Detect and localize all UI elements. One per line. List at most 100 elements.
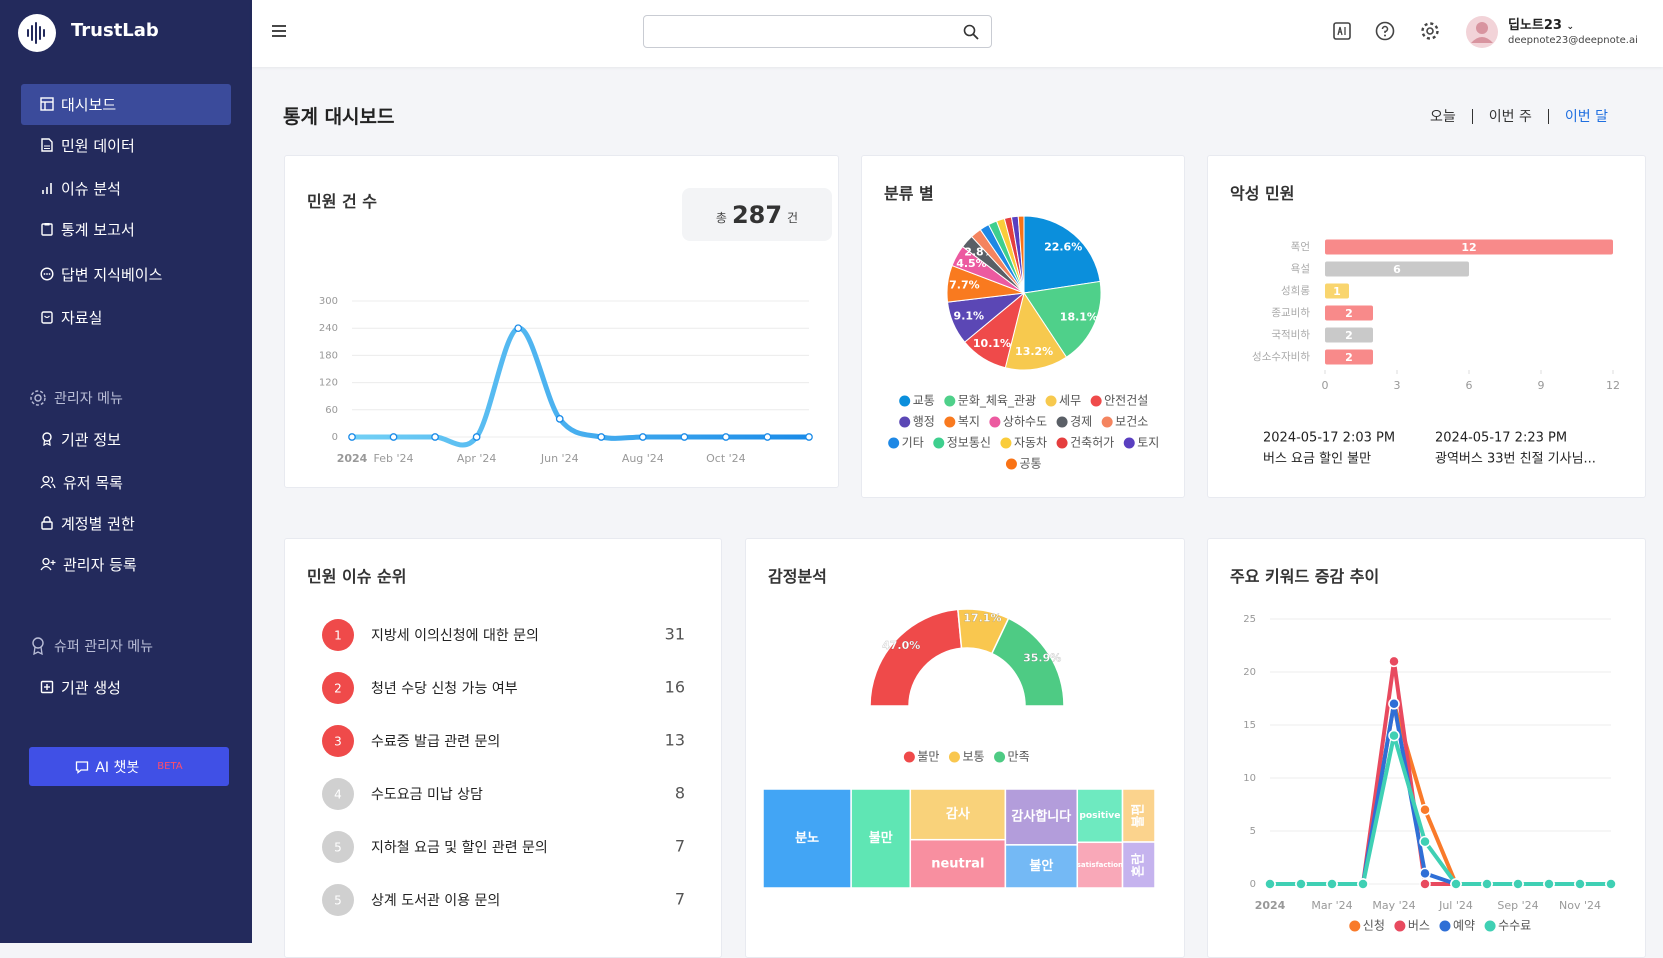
icon <box>76 760 89 774</box>
user-name[interactable]: 딥노트23 ⌄ <box>1508 18 1575 33</box>
legend-item: 예약 <box>1439 918 1475 933</box>
x-tick-label: 3 <box>1394 379 1401 392</box>
legend-label: 행정 <box>913 414 935 429</box>
icon <box>42 432 52 446</box>
point <box>597 433 606 441</box>
menu-label: 유저 목록 <box>63 473 123 492</box>
period-tab[interactable]: 오늘 <box>1430 109 1456 125</box>
card: 감정분석 47.0% 17.1% 35.9% 불만 보통 만족 분노 불만 감사 neutral 감… <box>745 538 1185 958</box>
menu-item[interactable]: 관리자 등록 <box>40 552 137 576</box>
header: 딥노트23 ⌄ deepnote23@deepnote.ai <box>252 0 1663 67</box>
period-tab[interactable]: 이번 달 <box>1564 109 1608 125</box>
point <box>1419 835 1431 848</box>
x-tick-label: Jul '24 <box>1438 899 1473 912</box>
legend-label: 보통 <box>962 750 984 764</box>
legend-label: 보건소 <box>1115 415 1148 429</box>
menu-item[interactable]: 계정별 권한 <box>40 511 135 535</box>
recent-text: 광역버스 33번 친절 기사님... <box>1435 452 1596 467</box>
period-tab[interactable]: 이번 주 <box>1488 109 1532 125</box>
x-tick-label: May '24 <box>1372 899 1415 912</box>
treemap-cell <box>1004 844 1079 889</box>
menu-item[interactable]: 이슈 분석 <box>40 176 121 200</box>
treemap-label: 감사합니다 <box>1011 808 1071 824</box>
pie-slice <box>1017 215 1025 294</box>
point <box>472 433 481 441</box>
issue-count: 7 <box>675 837 685 856</box>
menu-item[interactable]: 답변 지식베이스 <box>40 262 162 286</box>
menu-item[interactable]: 통계 보고서 <box>40 217 135 241</box>
menu-item[interactable]: 자료실 <box>40 305 102 329</box>
settings-icon[interactable] <box>1420 21 1440 41</box>
legend-swatch <box>888 437 900 449</box>
treemap-label: 감사 <box>946 806 970 822</box>
treemap-cell <box>850 788 912 889</box>
x-tick-label: Sep '24 <box>1497 899 1538 912</box>
recent-time: 2024-05-17 2:03 PM <box>1263 431 1395 446</box>
icon <box>40 97 54 111</box>
card-title: 주요 키워드 증감 추이 <box>1230 567 1380 586</box>
menu-item[interactable]: 유저 목록 <box>40 470 123 494</box>
y-tick-label: 300 <box>319 296 338 307</box>
menu-item[interactable]: 민원 데이터 <box>40 133 135 157</box>
treemap-label: satisfaction <box>1077 861 1123 869</box>
point <box>1419 804 1431 816</box>
menu-toggle[interactable] <box>271 23 287 39</box>
point <box>722 433 730 441</box>
search-icon[interactable] <box>963 24 979 40</box>
bar <box>1325 349 1373 365</box>
legend-swatch <box>944 395 956 407</box>
user-email: deepnote23@deepnote.ai <box>1508 35 1638 46</box>
ai-icon[interactable] <box>1332 21 1352 41</box>
tab-separator <box>1547 108 1549 124</box>
legend-item: 건축허가 <box>1056 436 1114 450</box>
menu-label: 자료실 <box>61 308 103 327</box>
pie-slice <box>1023 280 1102 358</box>
point <box>1543 878 1555 890</box>
issue-count: 7 <box>675 890 685 909</box>
trend-chart: 0 5 10 15 20 25 2024 Mar '24 May '24 Jul '24 Sep '… <box>1243 614 1617 933</box>
y-tick-label: 180 <box>319 350 338 361</box>
icon <box>41 516 53 530</box>
menu-item[interactable]: 기관 정보 <box>40 427 121 451</box>
y-tick-label: 25 <box>1243 614 1256 625</box>
ai-chat-button[interactable]: AI 챗봇 BETA <box>29 747 229 786</box>
legend-swatch <box>1101 416 1113 428</box>
slice-label: 7.7% <box>949 279 980 292</box>
legend-swatch <box>1123 437 1135 449</box>
legend-label: 수수료 <box>1498 919 1531 933</box>
issue-count: 16 <box>665 678 685 697</box>
pie-slice <box>1004 291 1068 371</box>
rank-number: 5 <box>334 841 342 855</box>
menu-item[interactable]: 기관 생성 <box>40 675 121 699</box>
search-box[interactable] <box>643 15 992 48</box>
card-title: 악성 민원 <box>1230 184 1295 203</box>
total-prefix: 총 <box>715 211 727 225</box>
menu-label: 대시보드 <box>61 95 117 114</box>
legend-item: 세무 <box>1045 394 1081 408</box>
x-tick-label: 12 <box>1606 379 1620 392</box>
help-icon[interactable] <box>1375 21 1395 41</box>
treemap-label: 불안 <box>1029 858 1053 874</box>
logo <box>18 14 56 52</box>
segment-label: 35.9% <box>1023 651 1061 664</box>
segment-label: 17.1% <box>963 611 1001 624</box>
legend-swatch <box>989 416 1001 428</box>
legend-label: 복지 <box>958 415 980 429</box>
legend-label: 상하수도 <box>1003 415 1047 429</box>
card: 분류 별 22.6% 18.1% 13.2% 10.1% 9.1% 7.7% 4.5% 2.8… <box>861 155 1185 498</box>
legend-label: 교통 <box>913 394 935 408</box>
legend-swatch <box>1439 920 1451 932</box>
x-tick-label: Feb '24 <box>374 452 414 465</box>
beta-badge: BETA <box>157 761 183 772</box>
legend-swatch <box>1349 920 1361 932</box>
legend-item: 자동차 <box>1000 436 1047 450</box>
card-title: 민원 이슈 순위 <box>307 567 407 586</box>
point <box>1388 655 1400 668</box>
avatar[interactable] <box>1465 15 1499 49</box>
icon <box>32 637 44 655</box>
bar <box>1325 283 1349 299</box>
menu-label: 기관 정보 <box>61 430 121 449</box>
treemap-label: 혼란 <box>1130 853 1146 877</box>
menu-item[interactable]: 대시보드 <box>40 92 116 116</box>
